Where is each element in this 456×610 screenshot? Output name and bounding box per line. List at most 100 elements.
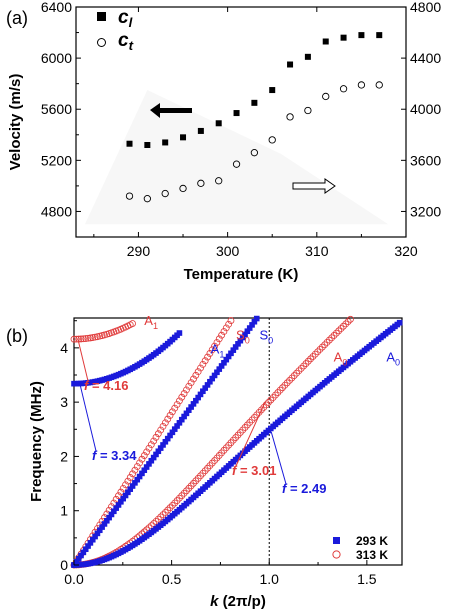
point-313k-A0	[335, 327, 343, 335]
point-313k-S0	[117, 488, 125, 496]
cl-point	[233, 110, 240, 117]
point-293k-S0	[207, 378, 213, 385]
point-313k-S0	[126, 474, 134, 481]
point-313k-A0	[201, 467, 209, 475]
ct-point	[268, 136, 276, 144]
point-313k-S0	[129, 470, 136, 478]
point-313k-S0	[183, 386, 190, 394]
point-293k-S0	[127, 486, 134, 492]
legend-ct-label-sub: t	[129, 38, 134, 53]
x-tick-label-b: 0.5	[162, 571, 182, 587]
point-313k-A0	[288, 374, 296, 382]
point-313k-A0	[297, 364, 305, 372]
point-313k-A0	[267, 396, 275, 404]
point-293k-S0	[89, 536, 96, 543]
point-313k-A1	[84, 334, 92, 342]
annotation-value: = 2.49	[286, 481, 326, 496]
point-293k-S0	[251, 318, 258, 325]
point-293k-S0	[94, 530, 101, 537]
y-tick-label-a: 5200	[41, 152, 72, 168]
arrow-left-filled	[150, 103, 192, 118]
point-313k-A0	[243, 421, 251, 429]
point-293k-S0	[75, 555, 82, 562]
point-313k-S0	[194, 368, 202, 376]
point-293k-S0	[235, 341, 241, 347]
mode-label: A0	[386, 349, 400, 367]
point-313k-A1	[82, 335, 90, 342]
point-293k-S0	[223, 356, 230, 363]
point-313k-S0	[199, 360, 207, 368]
point-313k-S0	[204, 353, 211, 361]
point-313k-S0	[222, 324, 230, 332]
point-293k-S0	[160, 442, 166, 448]
panel-label-a: (a)	[6, 8, 28, 28]
point-313k-S0	[145, 444, 153, 452]
point-313k-S0	[157, 426, 165, 434]
point-293k-A1	[176, 330, 183, 336]
y2-tick-label-a: 4400	[410, 50, 441, 66]
panel-label-b: (b)	[6, 326, 28, 346]
frequency-annotation: f = 4.16	[84, 378, 128, 393]
point-293k-S0	[82, 546, 89, 553]
point-293k-S0	[204, 382, 211, 388]
point-313k-A0	[178, 492, 186, 500]
cl-point	[287, 61, 294, 68]
cl-point	[376, 32, 383, 39]
point-313k-S0	[168, 408, 176, 416]
point-313k-A0	[241, 424, 249, 431]
point-293k-S0	[214, 369, 220, 376]
point-313k-A0	[194, 474, 202, 482]
point-313k-A0	[192, 477, 200, 485]
x-tick-label-a: 290	[127, 243, 151, 259]
point-293k-S0	[216, 366, 223, 372]
panel-a: 290 300 310 320 4800 5200 5600 6000 6400 3200 3600…	[6, 0, 441, 283]
point-293k-S0	[244, 328, 251, 335]
point-293k-S0	[239, 334, 246, 341]
cl-point	[215, 120, 222, 127]
point-293k-S0	[108, 511, 115, 518]
point-313k-A0	[239, 426, 247, 434]
point-313k-S0	[122, 481, 129, 489]
point-313k-A0	[208, 459, 216, 467]
point-313k-A0	[269, 394, 277, 401]
point-313k-A0	[206, 462, 214, 470]
cl-point	[322, 38, 329, 45]
legend-cl-marker	[97, 12, 106, 21]
point-293k-S0	[73, 559, 80, 565]
point-293k-S0	[96, 527, 103, 534]
point-293k-S0	[111, 508, 117, 515]
point-293k-S0	[176, 420, 183, 426]
cl-point	[126, 140, 133, 147]
cl-point	[197, 127, 204, 134]
point-293k-S0	[143, 464, 150, 470]
point-313k-S0	[143, 448, 151, 456]
point-313k-A0	[204, 464, 211, 472]
point-313k-S0	[220, 328, 228, 335]
point-313k-A0	[187, 482, 195, 490]
point-313k-A0	[171, 499, 179, 507]
ct-point	[179, 184, 187, 193]
point-313k-A0	[166, 504, 174, 512]
annotation-f: f	[84, 378, 90, 393]
point-293k-S0	[87, 540, 94, 546]
y-tick-label-b: 3	[60, 394, 68, 410]
point-313k-S0	[180, 390, 188, 397]
point-293k-S0	[249, 322, 255, 328]
legend-ct-marker	[97, 38, 106, 47]
point-313k-S0	[173, 401, 181, 408]
point-313k-A0	[332, 329, 340, 337]
point-293k-S0	[193, 397, 199, 404]
point-293k-S0	[113, 505, 119, 511]
point-293k-S0	[246, 325, 253, 331]
point-313k-A0	[276, 386, 284, 394]
point-313k-A0	[185, 484, 193, 492]
point-293k-S0	[101, 521, 108, 527]
point-293k-S0	[221, 359, 227, 366]
ct-point	[304, 106, 312, 115]
point-313k-A0	[173, 497, 181, 504]
point-293k-S0	[146, 461, 152, 467]
cl-point	[251, 99, 258, 106]
mode-label-sub: 1	[153, 321, 158, 331]
point-293k-S0	[209, 375, 216, 382]
point-313k-A0	[197, 472, 204, 480]
